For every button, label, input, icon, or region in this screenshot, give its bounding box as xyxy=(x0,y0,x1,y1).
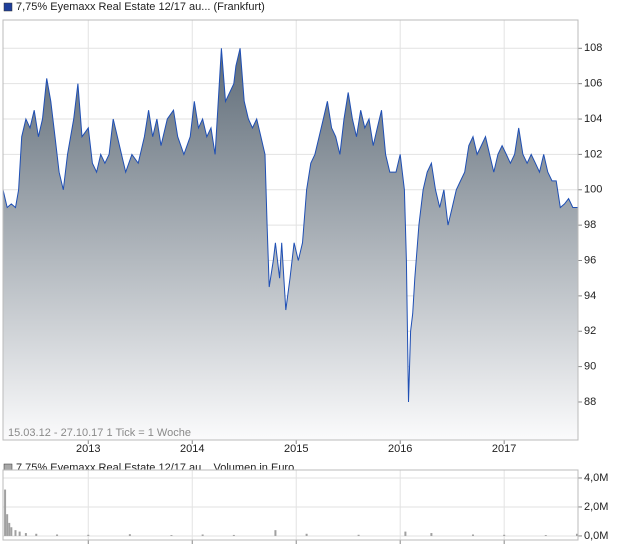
volume-bar xyxy=(357,534,360,536)
area xyxy=(3,48,578,441)
y-tick-label: 98 xyxy=(584,219,596,231)
volume-bar xyxy=(128,534,131,536)
price-line xyxy=(2,48,578,403)
y-tick-label: 90 xyxy=(584,361,596,373)
plot-frame xyxy=(2,469,579,541)
plot-border xyxy=(2,469,579,541)
y-tick-label: 4,0M xyxy=(584,472,608,484)
volume-bar xyxy=(18,531,21,536)
volume-bar xyxy=(14,530,17,536)
chart-title: 7,75% Eyemaxx Real Estate 12/17 au... (F… xyxy=(16,1,265,13)
volume-bar xyxy=(430,533,433,536)
volume-bar xyxy=(274,530,277,536)
y-tick-label: 108 xyxy=(584,42,602,54)
y-tick-label: 104 xyxy=(584,113,602,125)
x-tick-label: 2015 xyxy=(284,443,308,455)
y-tick-label: 106 xyxy=(584,78,602,90)
volume-bar xyxy=(24,533,27,536)
chart-subtitle: 15.03.12 - 27.10.17 1 Tick = 1 Woche xyxy=(8,427,191,439)
y-tick-label: 2,0M xyxy=(584,501,608,513)
volume-bar xyxy=(575,533,578,536)
volume-bar xyxy=(4,489,7,536)
volume-bar xyxy=(503,534,506,536)
plot-border xyxy=(2,19,579,441)
y-tick-label: 100 xyxy=(584,184,602,196)
y-tick-label: 92 xyxy=(584,325,596,337)
volume-bar xyxy=(56,534,59,536)
y-tick-label: 96 xyxy=(584,254,596,266)
y-tick-label: 88 xyxy=(584,396,596,408)
volume-bar xyxy=(87,534,90,536)
volume-bar xyxy=(305,533,308,536)
volume-bar xyxy=(6,514,9,536)
y-tick-label: 0,0M xyxy=(584,530,608,542)
legend-swatch xyxy=(3,2,13,12)
y-tick-label: 94 xyxy=(584,290,596,302)
volume-bar xyxy=(404,531,407,536)
volume-bar xyxy=(8,522,11,536)
x-tick-label: 2016 xyxy=(388,443,412,455)
volume-bar xyxy=(35,533,38,536)
volume-bar xyxy=(170,535,173,536)
x-tick-label: 2014 xyxy=(180,443,204,455)
volume-bar xyxy=(10,527,13,536)
y-tick-label: 102 xyxy=(584,148,602,160)
volume-bar xyxy=(232,534,235,536)
volume-bar xyxy=(471,534,474,536)
volume-bar xyxy=(544,535,547,536)
x-tick-label: 2017 xyxy=(492,443,516,455)
volume-bar xyxy=(201,534,204,536)
x-tick-label: 2013 xyxy=(76,443,100,455)
